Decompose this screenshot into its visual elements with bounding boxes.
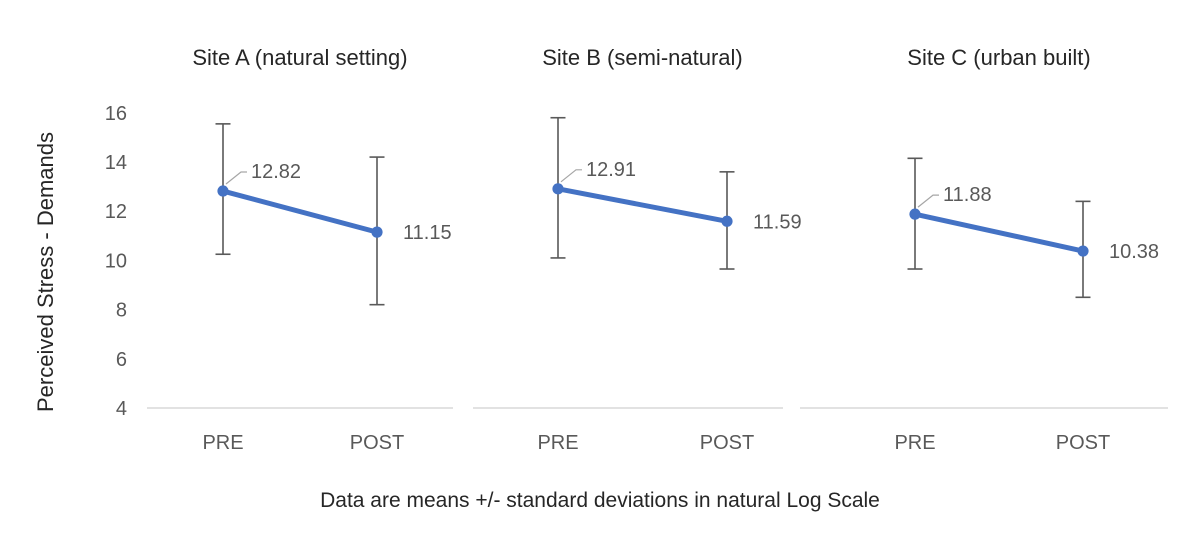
- data-label-leader-line: [560, 169, 582, 183]
- data-point-marker: [721, 215, 733, 227]
- data-point-marker: [1077, 245, 1089, 257]
- series-line: [914, 211, 1084, 254]
- data-label-pre: 12.82: [251, 161, 301, 183]
- category-label-pre: PRE: [202, 432, 243, 454]
- y-tick-label: 16: [105, 103, 127, 125]
- y-tick-label: 10: [105, 250, 127, 272]
- data-label-leader-line: [225, 171, 247, 185]
- data-label-leader-line: [917, 194, 939, 208]
- series-line: [557, 186, 728, 224]
- data-point-marker: [552, 183, 564, 195]
- y-tick-label: 4: [116, 398, 127, 420]
- category-label-pre: PRE: [894, 432, 935, 454]
- data-label-post: 11.15: [403, 222, 452, 244]
- data-point-marker: [371, 226, 383, 238]
- category-label-post: POST: [1056, 432, 1110, 454]
- data-point-marker: [217, 185, 229, 197]
- series-line: [222, 188, 378, 235]
- y-tick-label: 6: [116, 349, 127, 371]
- panel-title: Site C (urban built): [907, 45, 1090, 70]
- category-label-pre: PRE: [537, 432, 578, 454]
- data-label-pre: 12.91: [586, 159, 636, 181]
- panel-title: Site B (semi-natural): [542, 45, 743, 70]
- y-axis-title: Perceived Stress - Demands: [33, 132, 58, 412]
- data-label-post: 11.59: [753, 211, 802, 233]
- data-label-post: 10.38: [1109, 241, 1159, 263]
- y-tick-label: 14: [105, 152, 127, 174]
- y-tick-label: 8: [116, 300, 127, 322]
- category-label-post: POST: [350, 432, 404, 454]
- panel-title: Site A (natural setting): [192, 45, 407, 70]
- category-label-post: POST: [700, 432, 754, 454]
- y-tick-label: 12: [105, 201, 127, 223]
- chart-caption: Data are means +/- standard deviations i…: [320, 489, 880, 512]
- data-label-pre: 11.88: [943, 184, 992, 206]
- data-point-marker: [909, 208, 921, 220]
